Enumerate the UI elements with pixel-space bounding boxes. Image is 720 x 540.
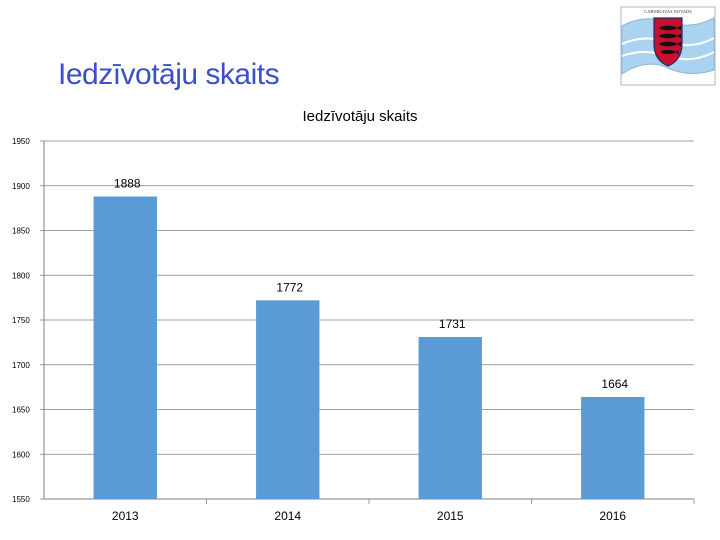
y-tick-label: 1750 [12, 316, 30, 325]
carnikava-logo: CARNIKAVAS NOVADS [618, 4, 718, 88]
y-tick-label: 1950 [12, 137, 30, 146]
data-label: 1772 [276, 280, 303, 294]
bar-2014 [256, 300, 320, 499]
y-tick-label: 1700 [12, 361, 30, 370]
svg-text:CARNIKAVAS NOVADS: CARNIKAVAS NOVADS [644, 9, 692, 14]
y-tick-label: 1850 [12, 227, 30, 236]
chart-title: Iedzīvotāju skaits [302, 108, 418, 125]
slide-title: Iedzīvotāju skaits [58, 58, 280, 91]
y-tick-label: 1650 [12, 406, 30, 415]
y-tick-label: 1550 [12, 495, 30, 504]
data-label: 1888 [114, 176, 141, 190]
coat-of-arms-icon: CARNIKAVAS NOVADS [620, 6, 716, 86]
data-label: 1664 [601, 377, 628, 391]
x-tick-label: 2016 [599, 509, 626, 523]
y-tick-label: 1800 [12, 271, 30, 280]
bar-2013 [93, 196, 157, 500]
x-tick-label: 2015 [437, 509, 464, 523]
y-tick-label: 1600 [12, 450, 30, 459]
y-tick-label: 1900 [12, 182, 30, 191]
x-tick-label: 2013 [112, 509, 139, 523]
x-tick-label: 2014 [274, 509, 301, 523]
data-label: 1731 [439, 317, 466, 331]
bar-2015 [418, 337, 482, 499]
bar-2016 [581, 396, 645, 499]
